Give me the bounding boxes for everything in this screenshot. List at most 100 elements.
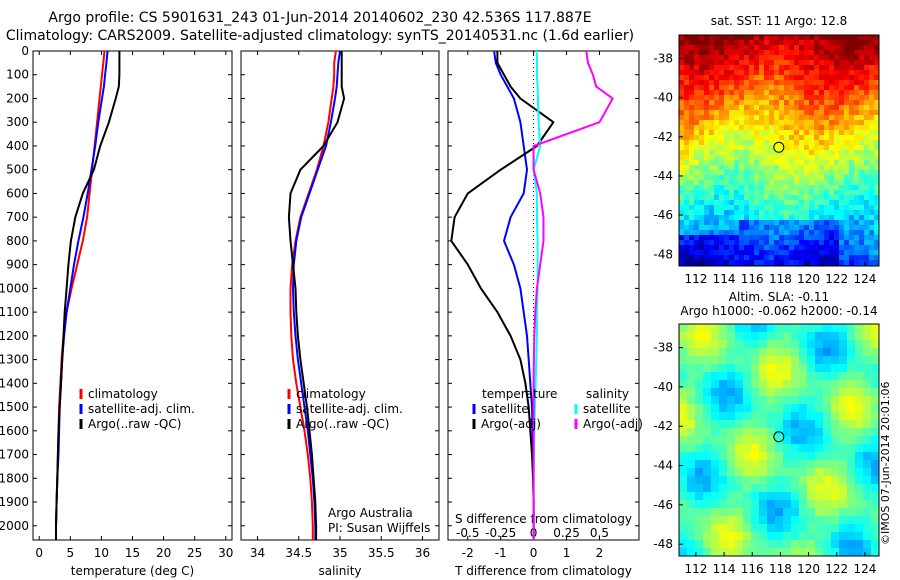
map-cell [859, 120, 864, 125]
map-cell [864, 190, 869, 195]
map-cell [689, 140, 694, 145]
map-cell [859, 85, 864, 90]
x-tick-label: 20 [156, 546, 171, 560]
map-cell [719, 90, 724, 95]
map-cell [799, 260, 804, 265]
map-cell [694, 60, 699, 65]
map-cell [724, 200, 729, 205]
map-cell [689, 165, 694, 170]
map-cell [694, 80, 699, 85]
map-cell [804, 130, 809, 135]
map-cell [749, 135, 754, 140]
x-tick-label: 124 [853, 562, 876, 576]
map-cell [823, 412, 831, 420]
map-cell [744, 225, 749, 230]
map-cell [847, 412, 855, 420]
map-cell [724, 225, 729, 230]
map-cell [764, 130, 769, 135]
map-cell [719, 255, 724, 260]
map-cell [703, 324, 711, 332]
map-cell [864, 255, 869, 260]
map-cell [739, 105, 744, 110]
map-cell [767, 540, 775, 548]
map-cell [814, 125, 819, 130]
map-cell [774, 50, 779, 55]
map-cell [869, 130, 874, 135]
map-cell [824, 70, 829, 75]
map-cell [703, 476, 711, 484]
map-cell [809, 255, 814, 260]
map-cell [694, 85, 699, 90]
x-tick-label: 124 [853, 272, 876, 286]
map-cell [704, 240, 709, 245]
map-cell [734, 175, 739, 180]
map-cell [729, 35, 734, 40]
map-cell [744, 205, 749, 210]
map-cell [839, 540, 847, 548]
map-cell [784, 125, 789, 130]
map-cell [791, 500, 799, 508]
map-cell [751, 524, 759, 532]
map-cell [751, 364, 759, 372]
map-cell [869, 75, 874, 80]
map-cell [814, 195, 819, 200]
map-cell [823, 388, 831, 396]
map-cell [864, 250, 869, 255]
map-cell [684, 120, 689, 125]
map-cell [694, 150, 699, 155]
map-cell [831, 332, 839, 340]
map-cell [719, 130, 724, 135]
map-cell [871, 540, 879, 548]
map-cell [739, 230, 744, 235]
s-tick-label: -0.25 [485, 526, 516, 540]
map-cell [783, 460, 791, 468]
map-cell [791, 404, 799, 412]
map-cell [754, 85, 759, 90]
map-cell [739, 80, 744, 85]
map-cell [689, 255, 694, 260]
map-cell [847, 324, 855, 332]
map-cell [679, 180, 684, 185]
map-cell [869, 175, 874, 180]
map-cell [809, 90, 814, 95]
legend-label: satellite [481, 402, 529, 416]
legend-label: satellite [583, 402, 631, 416]
map-cell [759, 85, 764, 90]
map-cell [864, 40, 869, 45]
map-cell [699, 180, 704, 185]
map-cell [799, 364, 807, 372]
map-cell [703, 492, 711, 500]
map-cell [864, 135, 869, 140]
map-cell [749, 95, 754, 100]
map-cell [714, 65, 719, 70]
map-cell [775, 468, 783, 476]
map-cell [704, 100, 709, 105]
map-cell [789, 250, 794, 255]
map-cell [824, 85, 829, 90]
map-cell [863, 372, 871, 380]
map-cell [824, 145, 829, 150]
map-cell [779, 120, 784, 125]
map-cell [783, 324, 791, 332]
plot-frame [447, 50, 640, 541]
map-cell [839, 100, 844, 105]
map-cell [849, 225, 854, 230]
map-cell [779, 90, 784, 95]
map-cell [689, 245, 694, 250]
map-cell [735, 372, 743, 380]
map-cell [871, 508, 879, 516]
map-cell [799, 135, 804, 140]
map-cell [809, 205, 814, 210]
map-cell [855, 372, 863, 380]
map-cell [863, 356, 871, 364]
map-cell [829, 240, 834, 245]
map-cell [724, 105, 729, 110]
map-cell [804, 35, 809, 40]
map-cell [735, 492, 743, 500]
map-cell [854, 60, 859, 65]
map-cell [829, 205, 834, 210]
map-cell [679, 396, 687, 404]
map-cell [814, 155, 819, 160]
map-cell [679, 230, 684, 235]
map-cell [809, 135, 814, 140]
